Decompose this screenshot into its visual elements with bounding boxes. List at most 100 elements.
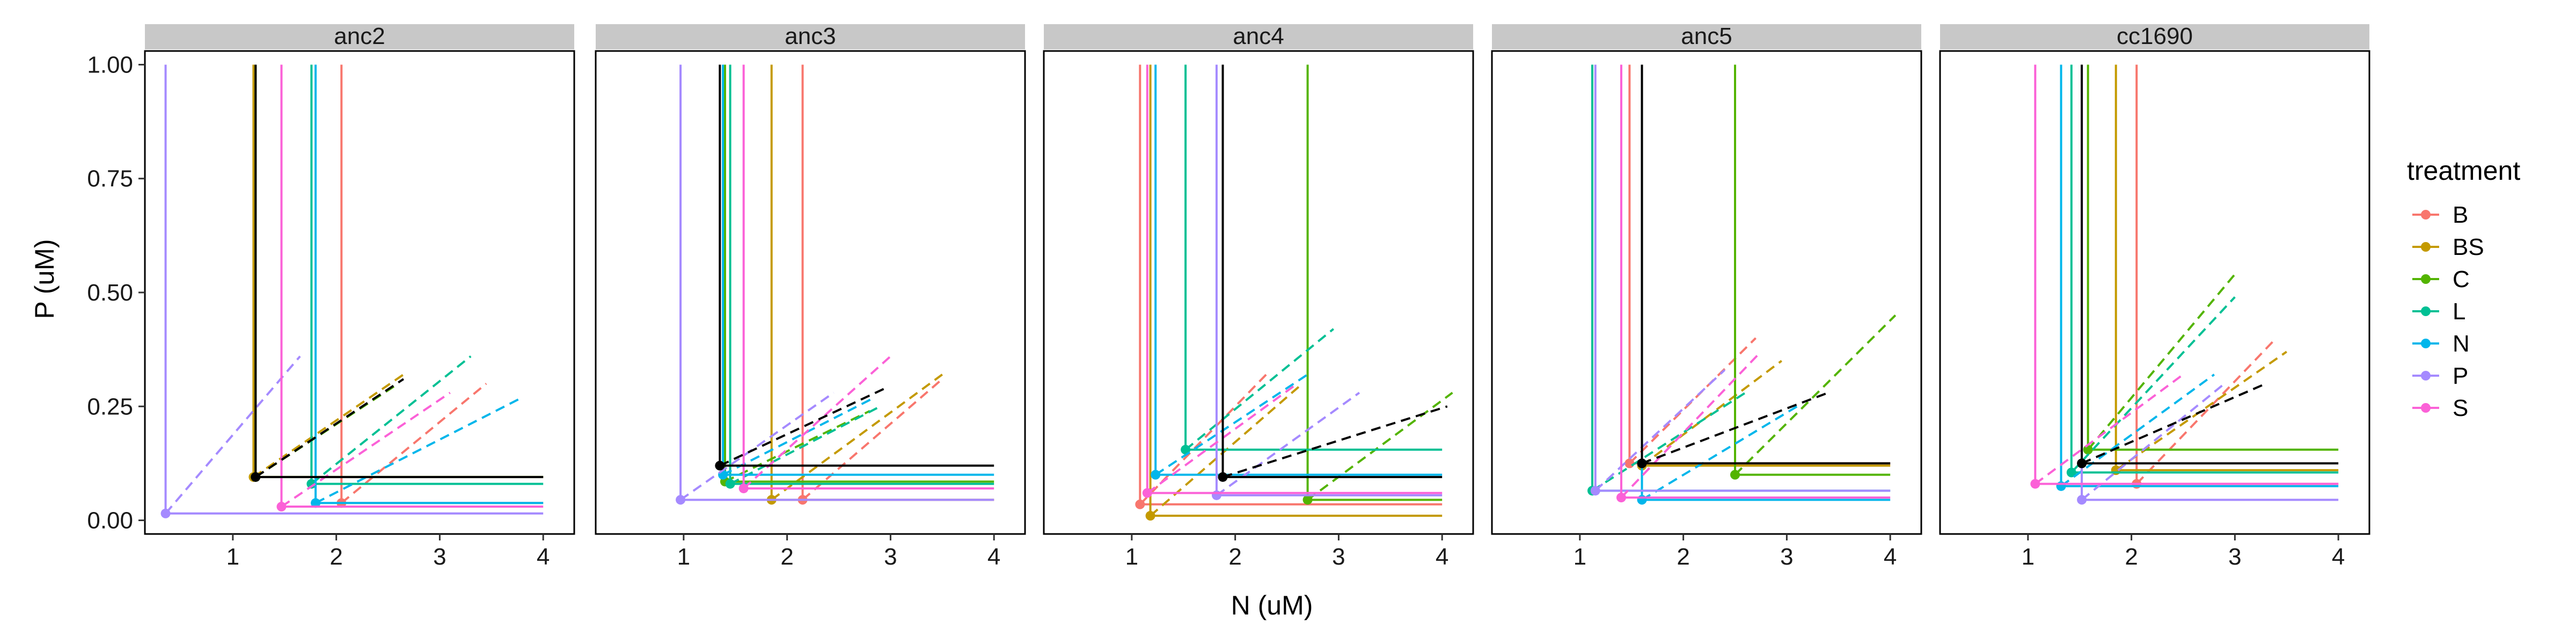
y-tick-label: 0.25 [87,393,133,420]
data-point [251,472,261,482]
supply-ratio-line [255,378,405,478]
y-tick-label: 1.00 [87,52,133,78]
legend-item-BS: BS [2412,234,2484,260]
curve-ancestor [1218,64,1448,482]
x-tick-label: 2 [330,544,342,570]
supply-ratio-line [1222,405,1448,478]
facet-panel-anc2: anc2 1 2 3 4 [144,23,575,570]
data-point [2077,458,2087,469]
supply-ratio-line [2087,273,2236,451]
data-point [1151,470,1161,480]
panel-border [1491,50,1922,535]
facet-panel-anc5: anc5 1 2 3 4 [1491,23,1922,570]
data-point [715,460,725,471]
supply-ratio-line [1641,391,1829,465]
legend-label: L [2453,298,2465,325]
data-point [1590,486,1600,496]
legend-label: P [2453,363,2468,389]
x-tick-label: 4 [2332,544,2345,570]
supply-ratio-line [1184,328,1335,451]
legend-label: N [2453,331,2470,357]
data-point [1211,490,1221,500]
facet-panel-cc1690: cc1690 1 2 3 4 [1939,23,2370,570]
curve-S [2030,64,2339,489]
x-tick-label: 3 [1332,544,1345,570]
y-tick-label: 0.00 [87,508,133,534]
x-tick-label: 3 [884,544,897,570]
curve-P [160,64,544,518]
facet-strip [1940,24,2369,49]
x-tick-label: 1 [1574,544,1586,570]
curve-B [1135,64,1443,509]
curve-P [676,64,994,505]
facet-strip [1492,24,1921,49]
data-point [1616,493,1626,503]
curve-C [720,64,994,487]
supply-ratio-line [1216,392,1360,496]
data-point [311,498,321,508]
data-point [1302,495,1313,505]
curve-L [306,64,544,489]
legend-key-point [2421,306,2431,316]
data-point [676,495,686,505]
data-point [2030,479,2040,489]
curve-P [1211,64,1443,500]
x-tick-label: 4 [1884,544,1897,570]
supply-ratio-line [771,374,943,501]
x-tick-label: 1 [1125,544,1138,570]
supply-ratio-line [2070,296,2236,473]
curve-L [2066,64,2339,478]
data-point [725,479,735,489]
legend-key-point [2421,339,2431,348]
curve-N [2056,64,2339,491]
legend-item-S: S [2412,395,2468,421]
y-tick-label: 0.50 [87,280,133,306]
legend-key-point [2421,403,2431,413]
data-point [276,502,287,512]
legend-key-point [2421,242,2431,252]
legend-label: B [2453,202,2468,228]
curve-C [2083,64,2339,455]
x-tick-label: 3 [2228,544,2241,570]
panel-border [595,50,1026,535]
data-point [1142,488,1152,498]
supply-ratio-line [165,355,301,515]
supply-ratio-line [1620,350,1762,499]
y-axis-title: P (uM) [30,239,60,319]
facet-title: anc4 [1233,23,1284,49]
data-point [1637,495,1647,505]
facet-title: cc1690 [2117,23,2193,49]
legend-label: BS [2453,234,2484,260]
legend-title: treatment [2407,156,2520,186]
supply-ratio-line [281,392,451,508]
curve-N [1151,64,1443,480]
y-axis: 0.00 0.25 0.50 0.75 1.00 [87,52,145,534]
data-point [2066,467,2076,478]
data-point [2083,444,2093,455]
x-tick-label: 1 [677,544,690,570]
x-tick-label: 2 [1228,544,1241,570]
data-point [1730,470,1740,480]
x-tick-label: 1 [2022,544,2035,570]
curve-N [311,64,544,508]
legend-label: C [2453,266,2470,292]
legend-item-P: P [2412,363,2468,389]
panel-border [1939,50,2370,535]
curve-P [1590,64,1891,496]
x-tick-label: 4 [537,544,550,570]
curve-S [1616,64,1891,503]
curve-C [1302,64,1453,505]
data-point [2056,481,2066,491]
x-tick-label: 2 [2125,544,2138,570]
supply-ratio-line [2060,374,2215,487]
y-tick-label: 0.75 [87,166,133,192]
x-tick-label: 3 [433,544,446,570]
supply-ratio-line [2081,382,2267,465]
curve-ancestor [2077,64,2339,469]
supply-ratio-line [722,396,876,476]
x-tick-label: 1 [226,544,239,570]
x-tick-label: 2 [1677,544,1689,570]
legend-key-point [2421,371,2431,380]
